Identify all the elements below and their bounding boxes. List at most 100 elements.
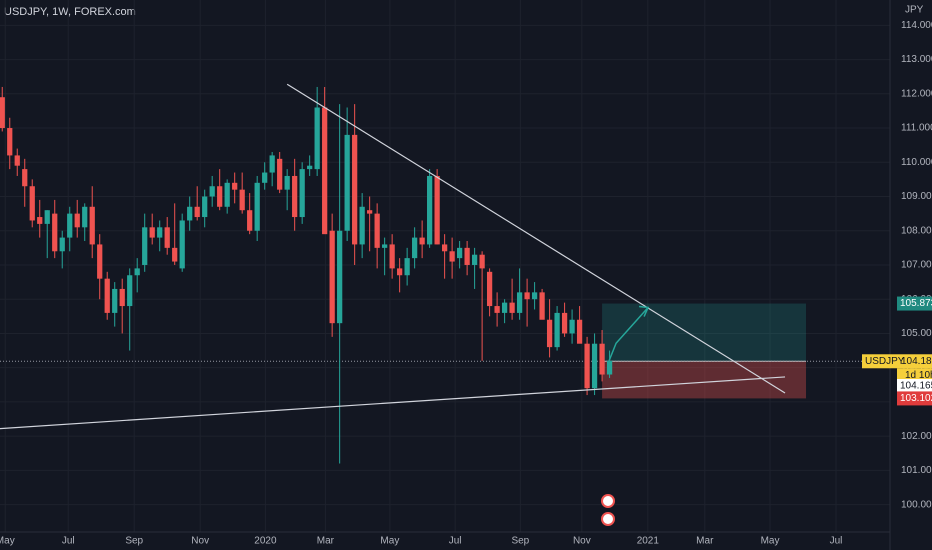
candle-body — [486, 271, 493, 307]
x-tick-label: Nov — [191, 536, 209, 547]
candle-body — [187, 206, 193, 221]
candle-body — [382, 244, 388, 248]
candle-body — [149, 227, 155, 238]
candle-body — [359, 206, 365, 245]
candle-body — [59, 237, 65, 252]
candle-body — [97, 244, 103, 279]
y-tick-label: 100.000 — [901, 499, 932, 510]
candle-body — [337, 230, 343, 324]
candle-body — [329, 230, 335, 324]
candle-body — [352, 134, 358, 245]
candle-body — [404, 258, 410, 276]
event-icon — [601, 494, 615, 508]
candle-body — [307, 165, 313, 170]
x-tick-label: May — [761, 536, 780, 547]
symbol-label: USDJPY — [865, 356, 905, 367]
candle-body — [584, 343, 590, 389]
candle-body — [397, 268, 403, 276]
candle-body — [172, 247, 178, 262]
candle-body — [119, 288, 125, 307]
x-tick-label: Nov — [573, 536, 591, 547]
candle-body — [494, 306, 500, 313]
candle-body — [239, 189, 245, 211]
candle-body — [269, 155, 275, 173]
candle-body — [546, 319, 553, 348]
candle-body — [7, 128, 13, 156]
candle-body — [14, 155, 20, 166]
candle-body — [232, 182, 238, 190]
candle-body — [456, 247, 463, 259]
candle-body — [479, 254, 485, 269]
y-tick-label: 108.000 — [901, 225, 932, 236]
candle-body — [37, 217, 43, 224]
x-tick-label: Jul — [830, 536, 843, 547]
x-tick-label: Sep — [125, 536, 143, 547]
candle-body — [314, 107, 320, 170]
candle-body — [591, 343, 598, 389]
y-tick-label: 109.000 — [901, 191, 932, 202]
candle-body — [516, 292, 523, 313]
candle-body — [142, 227, 148, 265]
candle-body — [442, 244, 448, 252]
y-tick-label: 101.000 — [901, 465, 932, 476]
candle-body — [202, 196, 208, 218]
target-price-label-bg — [897, 296, 932, 311]
target-price-label: 105.873 — [900, 298, 932, 309]
candle-body — [194, 206, 200, 218]
x-tick-label: Mar — [317, 536, 335, 547]
candle-body — [292, 175, 298, 218]
candle-body — [247, 210, 253, 231]
last-price-label: 104.187 — [901, 356, 932, 367]
candle-body — [0, 97, 5, 129]
y-tick-label: 111.000 — [901, 123, 932, 134]
candle-body — [104, 278, 110, 313]
countdown-bg — [897, 368, 932, 382]
x-tick-label: 2021 — [637, 536, 660, 547]
trend-line — [0, 376, 786, 430]
candle-body — [157, 227, 163, 238]
candle-body — [434, 175, 440, 245]
candle-body — [224, 182, 230, 207]
y-tick-label: 114.000 — [901, 20, 932, 31]
target-zone — [602, 303, 807, 362]
y-tick-label: 113.000 — [901, 54, 932, 65]
candle-body — [374, 213, 380, 248]
x-tick-label: 2020 — [254, 536, 277, 547]
candle-body — [74, 213, 80, 228]
y-tick-label: 107.000 — [901, 260, 932, 271]
candle-body — [427, 175, 433, 245]
candle-body — [29, 186, 35, 221]
x-tick-label: May — [0, 536, 15, 547]
countdown-label: 1d 10h — [905, 370, 932, 381]
symbol-tag-bg — [862, 354, 932, 369]
candle-body — [299, 169, 305, 218]
candle-body — [284, 175, 290, 190]
stop-price-label-bg — [897, 391, 932, 406]
candle-body — [471, 254, 478, 265]
candle-body — [367, 210, 373, 214]
candle-body — [531, 292, 538, 300]
candle-body — [606, 360, 613, 375]
candle-body — [82, 206, 88, 228]
candle-body — [539, 292, 545, 320]
candle-body — [412, 237, 418, 259]
event-icon — [601, 512, 615, 526]
candle-body — [322, 107, 328, 235]
candle-body — [599, 343, 605, 375]
x-tick-label: Jul — [449, 536, 462, 547]
candle-body — [464, 247, 470, 265]
candle-body — [179, 220, 185, 269]
candle-body — [22, 169, 28, 187]
candle-body — [554, 312, 560, 348]
projection-arrow — [607, 307, 649, 364]
candle-body — [127, 275, 133, 307]
bid-price-label-bg — [897, 379, 932, 394]
candle-body — [344, 134, 350, 231]
candle-body — [112, 288, 118, 313]
candle-body — [509, 302, 515, 313]
candle-body — [52, 213, 58, 252]
candle-body — [217, 186, 223, 207]
candle-body — [262, 172, 268, 183]
y-tick-label: 105.000 — [901, 328, 932, 339]
